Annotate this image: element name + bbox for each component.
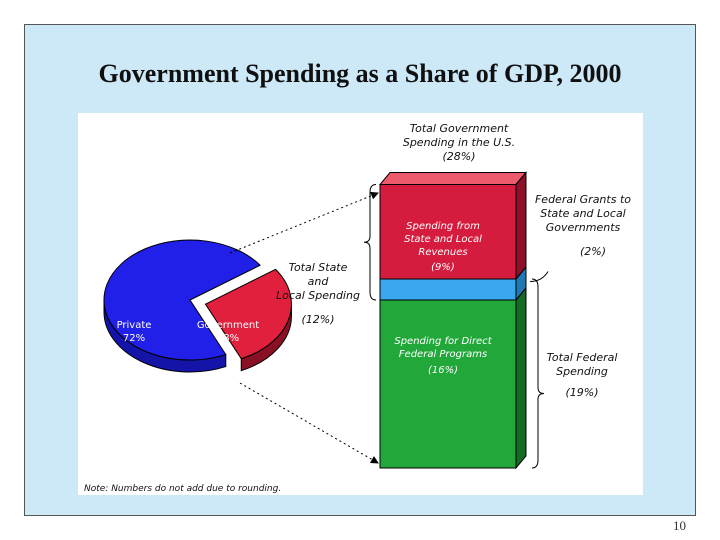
grants-pointer bbox=[529, 271, 549, 282]
bar-label-direct-federal-pct: (16%) bbox=[428, 365, 458, 376]
chart-svg: Private 72% Government 28% Spending from… bbox=[84, 122, 631, 494]
projection-arrow-bottom bbox=[239, 382, 379, 464]
callout-grants-line1: Federal Grants to bbox=[535, 193, 631, 206]
pie-slice-private bbox=[103, 239, 261, 361]
bar-title-line2: Spending in the U.S. bbox=[403, 136, 515, 149]
page-number: 10 bbox=[673, 518, 686, 533]
bar-label-direct-federal-line1: Spending for Direct bbox=[394, 336, 492, 347]
footnote: Note: Numbers do not add due to rounding… bbox=[84, 484, 281, 494]
callout-grants-pct: (2%) bbox=[580, 245, 606, 258]
callout-state-local-line2: and bbox=[308, 275, 330, 288]
stacked-bar: Spending from State and Local Revenues (… bbox=[378, 171, 528, 470]
slide-title: Government Spending as a Share of GDP, 2… bbox=[98, 59, 622, 88]
bar-label-state-local-line1: Spending from bbox=[406, 221, 480, 232]
bar-side-state-local bbox=[515, 171, 527, 281]
pie-pct-government: 28% bbox=[217, 333, 239, 344]
callout-federal-line2: Spending bbox=[556, 365, 608, 378]
bar-top-face bbox=[378, 172, 528, 185]
projection-arrow-top bbox=[229, 191, 379, 254]
bar-title-line1: Total Government bbox=[410, 122, 509, 135]
brace-federal bbox=[531, 278, 545, 469]
pie-chart: Private 72% Government 28% bbox=[103, 239, 292, 373]
callout-state-local-line1: Total State bbox=[289, 261, 348, 274]
callout-federal-pct: (19%) bbox=[565, 386, 598, 399]
bar-segment-state-local bbox=[379, 184, 517, 280]
bar-label-state-local-line3: Revenues bbox=[418, 247, 467, 258]
bar-label-direct-federal-line2: Federal Programs bbox=[399, 349, 487, 360]
pie-pct-private: 72% bbox=[123, 333, 145, 344]
callout-federal-line1: Total Federal bbox=[547, 351, 618, 364]
pie-slice-government bbox=[204, 268, 292, 360]
bar-label-state-local-pct: (9%) bbox=[431, 262, 455, 273]
bar-segment-grants bbox=[379, 278, 517, 301]
brace-state-local bbox=[363, 184, 377, 301]
pie-label-private: Private bbox=[117, 320, 152, 331]
bar-title-pct: (28%) bbox=[442, 150, 475, 163]
chart-panel: Private 72% Government 28% Spending from… bbox=[78, 113, 643, 495]
bar-label-state-local-line2: State and Local bbox=[404, 234, 482, 245]
pie-label-government: Government bbox=[197, 320, 259, 331]
callout-grants-line3: Governments bbox=[546, 221, 621, 234]
callout-state-local-pct: (12%) bbox=[301, 313, 334, 326]
callout-state-local-line3: Local Spending bbox=[276, 289, 360, 302]
bar-segment-direct-federal bbox=[379, 299, 517, 469]
callout-grants-line2: State and Local bbox=[540, 207, 626, 220]
bar-side-direct-federal bbox=[515, 286, 527, 470]
